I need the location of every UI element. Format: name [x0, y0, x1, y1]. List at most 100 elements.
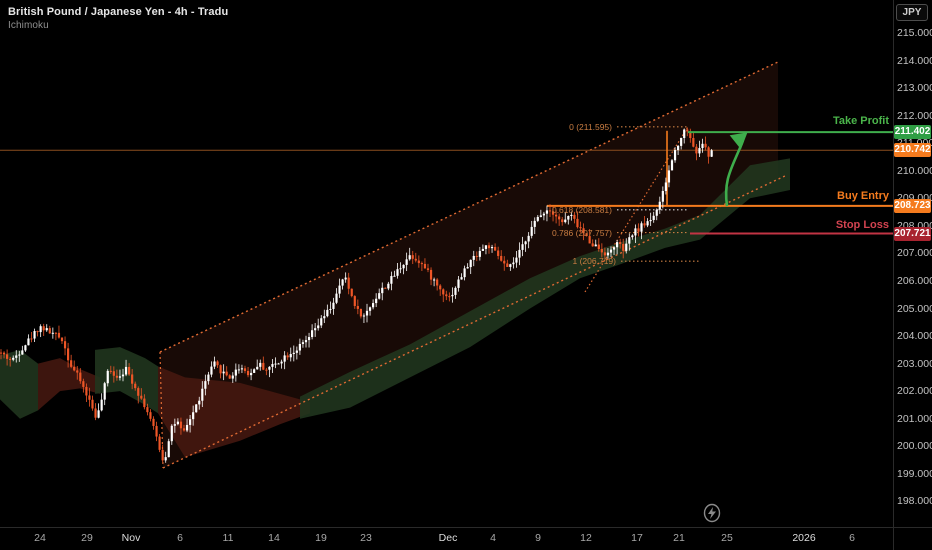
channel-upper-line[interactable]: [159, 61, 779, 353]
candle-body: [6, 354, 9, 359]
candle-body: [173, 424, 176, 426]
fib-level-label-2[interactable]: 0.786 (207.757): [551, 227, 612, 238]
candle-body: [60, 337, 64, 342]
candle-body: [277, 363, 280, 365]
candle-body: [140, 395, 143, 399]
candle-body: [402, 264, 405, 269]
candle-body: [680, 138, 683, 146]
candle-body: [36, 331, 39, 333]
candle-body: [21, 350, 24, 355]
time-axis-tick: 4: [490, 532, 496, 544]
candle-body: [9, 358, 12, 360]
stop-loss-label[interactable]: Stop Loss: [835, 218, 889, 231]
candle-body: [149, 412, 152, 419]
price-axis-tick: 202.000: [897, 385, 932, 398]
candle-body: [646, 221, 649, 226]
candle-body: [686, 129, 689, 132]
channel-fill: [160, 61, 778, 469]
candle-body: [307, 337, 311, 341]
price-axis-tick: 214.000: [897, 54, 932, 67]
candle-body: [27, 338, 30, 346]
candle-body: [454, 287, 457, 295]
candle-body: [683, 129, 686, 139]
currency-badge[interactable]: JPY: [896, 4, 928, 21]
candle-body: [225, 371, 228, 376]
candles-layer[interactable]: [0, 127, 713, 463]
take-profit-label[interactable]: Take Profit: [832, 115, 889, 128]
candle-body: [326, 309, 329, 317]
candle-body: [106, 370, 109, 384]
candle-body: [640, 223, 643, 232]
candle-body: [329, 308, 332, 310]
candle-body: [439, 285, 442, 290]
candle-body: [579, 227, 582, 229]
buy-entry-label[interactable]: Buy Entry: [837, 189, 889, 202]
candle-body: [353, 296, 356, 306]
candle-body: [289, 354, 292, 358]
candle-body: [466, 267, 469, 269]
time-axis-tick: 11: [222, 532, 234, 544]
candle-body: [643, 223, 646, 226]
candle-body: [649, 219, 652, 222]
candle-body: [637, 228, 640, 232]
candle-body: [484, 245, 488, 249]
candle-body: [256, 366, 259, 370]
candle-body: [503, 260, 506, 264]
candle-body: [292, 352, 295, 355]
candle-body: [478, 250, 481, 257]
candle-body: [609, 249, 613, 253]
plot-area[interactable]: [0, 61, 893, 469]
candle-body: [667, 170, 671, 183]
candle-body: [622, 243, 625, 251]
candle-body: [341, 279, 344, 286]
candle-body: [12, 357, 15, 360]
candle-body: [344, 277, 347, 280]
projection-arrow[interactable]: [724, 132, 748, 207]
price-axis-tick: 201.000: [897, 412, 932, 425]
candle-body: [335, 293, 338, 303]
candle-body: [652, 215, 655, 220]
candle-body: [417, 260, 420, 264]
fib-level-label-3[interactable]: 1 (206.719): [572, 256, 616, 267]
candle-body: [39, 326, 42, 333]
symbol-title[interactable]: British Pound / Japanese Yen - 4h - Trad…: [8, 6, 229, 18]
time-axis-tick: 25: [721, 532, 733, 544]
candle-body: [378, 293, 381, 299]
candle-body: [481, 248, 484, 251]
candle-body: [670, 160, 674, 171]
candle-body: [283, 355, 286, 362]
candle-body: [228, 375, 231, 379]
candle-body: [634, 228, 637, 236]
fib-trend-line[interactable]: [584, 126, 689, 293]
candle-body: [548, 210, 552, 212]
fib-level-label-1[interactable]: 0.618 (208.581): [551, 204, 612, 215]
candle-body: [612, 247, 616, 250]
candle-body: [332, 302, 335, 309]
indicator-label[interactable]: Ichimoku: [8, 20, 49, 31]
candle-body: [115, 375, 118, 378]
candle-body: [408, 255, 411, 260]
candle-body: [304, 340, 308, 343]
candle-body: [286, 355, 289, 358]
candle-body: [600, 249, 603, 253]
candle-body: [365, 310, 369, 316]
candle-body: [42, 326, 45, 331]
candle-body: [301, 342, 305, 344]
candle-body: [79, 372, 82, 382]
candle-body: [262, 362, 265, 370]
candle-body: [0, 352, 3, 354]
price-axis-tick: 203.000: [897, 357, 932, 370]
candle-body: [271, 364, 274, 367]
candle-body: [616, 242, 619, 248]
candle-body: [567, 216, 570, 220]
time-axis-tick: 2026: [792, 532, 816, 544]
time-axis-tick: 29: [81, 532, 93, 544]
candle-body: [405, 259, 408, 265]
candle-body: [323, 316, 326, 319]
ichimoku-cloud-red: [38, 358, 100, 411]
candle-body: [347, 277, 350, 289]
fib-level-label-0[interactable]: 0 (211.595): [569, 121, 612, 132]
candle-body: [158, 436, 161, 450]
candle-body: [134, 383, 137, 389]
